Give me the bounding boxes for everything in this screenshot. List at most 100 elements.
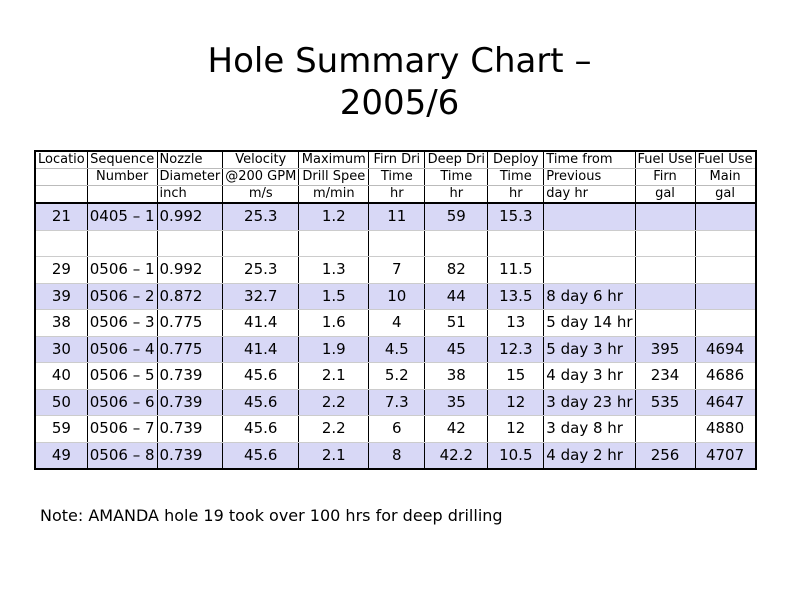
cell: 0506 – 6 (86, 389, 158, 416)
cell: 4647 (694, 389, 757, 416)
cell (424, 230, 489, 257)
cell (694, 309, 757, 337)
cell: 45 (424, 336, 489, 363)
cell (694, 203, 757, 231)
cell: 0.739 (156, 389, 224, 416)
cell: 2.1 (298, 442, 370, 470)
header-cell: hr (424, 185, 489, 204)
header-cell: Locatio (34, 151, 88, 169)
header-cell: Velocity (222, 151, 300, 169)
cell: 13.5 (487, 283, 545, 310)
cell: 15.3 (487, 203, 545, 231)
cell (543, 230, 636, 257)
header-cell: @200 GPM (222, 168, 300, 186)
header-cell: Firn (634, 168, 696, 186)
header-cell: day hr (543, 185, 636, 204)
cell: 1.6 (298, 309, 370, 337)
header-cell: Sequence (86, 151, 158, 169)
header-cell: hr (487, 185, 545, 204)
cell: 3 day 23 hr (543, 389, 636, 416)
cell: 7.3 (368, 389, 426, 416)
cell: 15 (487, 362, 545, 390)
cell: 13 (487, 309, 545, 337)
cell: 0506 – 5 (86, 362, 158, 390)
cell (298, 230, 370, 257)
header-cell: inch (156, 185, 224, 204)
data-row: 21 0405 – 1 0.992 25.3 1.2 11 59 15.3 (34, 203, 757, 231)
cell: 256 (634, 442, 696, 470)
cell (694, 256, 757, 284)
header-cell: Time from (543, 151, 636, 169)
cell: 7 (368, 256, 426, 284)
header-cell: Time (487, 168, 545, 186)
cell: 4694 (694, 336, 757, 363)
cell: 32.7 (222, 283, 300, 310)
cell: 51 (424, 309, 489, 337)
cell: 8 (368, 442, 426, 470)
cell: 0506 – 8 (86, 442, 158, 470)
cell (634, 415, 696, 443)
cell: 59 (34, 415, 88, 443)
header-cell: Drill Spee (298, 168, 370, 186)
cell: 4 day 3 hr (543, 362, 636, 390)
cell (543, 203, 636, 231)
title-line: Hole Summary Chart – (207, 41, 592, 81)
cell: 12 (487, 415, 545, 443)
cell: 5.2 (368, 362, 426, 390)
cell (634, 256, 696, 284)
cell: 2.2 (298, 415, 370, 443)
header-row: Locatio Sequence Nozzle Velocity Maximum Firn… (34, 151, 757, 169)
cell: 1.3 (298, 256, 370, 284)
data-row: 50 0506 – 6 0.739 45.6 2.2 7.3 35 12 3 day 23 hr… (34, 389, 757, 416)
cell: 30 (34, 336, 88, 363)
cell: 0.775 (156, 309, 224, 337)
data-row: 29 0506 – 1 0.992 25.3 1.3 7 82 11.5 (34, 256, 757, 284)
data-row: 38 0506 – 3 0.775 41.4 1.6 4 51 13 5 day 14 hr (34, 309, 757, 337)
cell: 25.3 (222, 256, 300, 284)
cell: 0.739 (156, 362, 224, 390)
cell: 42.2 (424, 442, 489, 470)
cell: 12.3 (487, 336, 545, 363)
header-cell: gal (634, 185, 696, 204)
cell: 42 (424, 415, 489, 443)
header-cell (86, 185, 158, 204)
header-row: inch m/s m/min hr hr hr day hr gal gal (34, 185, 757, 204)
header-cell: m/min (298, 185, 370, 204)
cell: 0.992 (156, 203, 224, 231)
cell (86, 230, 158, 257)
cell: 25.3 (222, 203, 300, 231)
cell: 0506 – 7 (86, 415, 158, 443)
cell: 59 (424, 203, 489, 231)
summary-table: Locatio Sequence Nozzle Velocity Maximum Firn… (34, 150, 757, 470)
cell: 45.6 (222, 389, 300, 416)
cell: 6 (368, 415, 426, 443)
header-cell: m/s (222, 185, 300, 204)
cell: 21 (34, 203, 88, 231)
header-cell: Fuel Use (634, 151, 696, 169)
cell: 0405 – 1 (86, 203, 158, 231)
cell (222, 230, 300, 257)
header-cell: Nozzle (156, 151, 224, 169)
cell: 11 (368, 203, 426, 231)
cell (487, 230, 545, 257)
cell: 1.9 (298, 336, 370, 363)
data-row (34, 230, 757, 257)
title: Hole Summary Chart – 2005/6 (0, 40, 799, 124)
header-cell: Main (694, 168, 757, 186)
cell: 82 (424, 256, 489, 284)
cell (634, 283, 696, 310)
header-cell: Deploy (487, 151, 545, 169)
cell: 2.2 (298, 389, 370, 416)
cell (694, 230, 757, 257)
cell (156, 230, 224, 257)
cell: 2.1 (298, 362, 370, 390)
cell: 1.5 (298, 283, 370, 310)
cell: 38 (34, 309, 88, 337)
cell: 40 (34, 362, 88, 390)
header-cell: gal (694, 185, 757, 204)
cell: 1.2 (298, 203, 370, 231)
cell: 3 day 8 hr (543, 415, 636, 443)
header-cell: Diameter (156, 168, 224, 186)
cell: 5 day 3 hr (543, 336, 636, 363)
